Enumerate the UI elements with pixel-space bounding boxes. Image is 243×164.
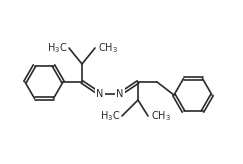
Text: H$_3$C: H$_3$C bbox=[47, 41, 67, 55]
Text: N: N bbox=[116, 89, 124, 99]
Text: H$_3$C: H$_3$C bbox=[100, 109, 120, 123]
Text: N: N bbox=[96, 89, 104, 99]
Text: CH$_3$: CH$_3$ bbox=[151, 109, 171, 123]
Text: CH$_3$: CH$_3$ bbox=[98, 41, 118, 55]
